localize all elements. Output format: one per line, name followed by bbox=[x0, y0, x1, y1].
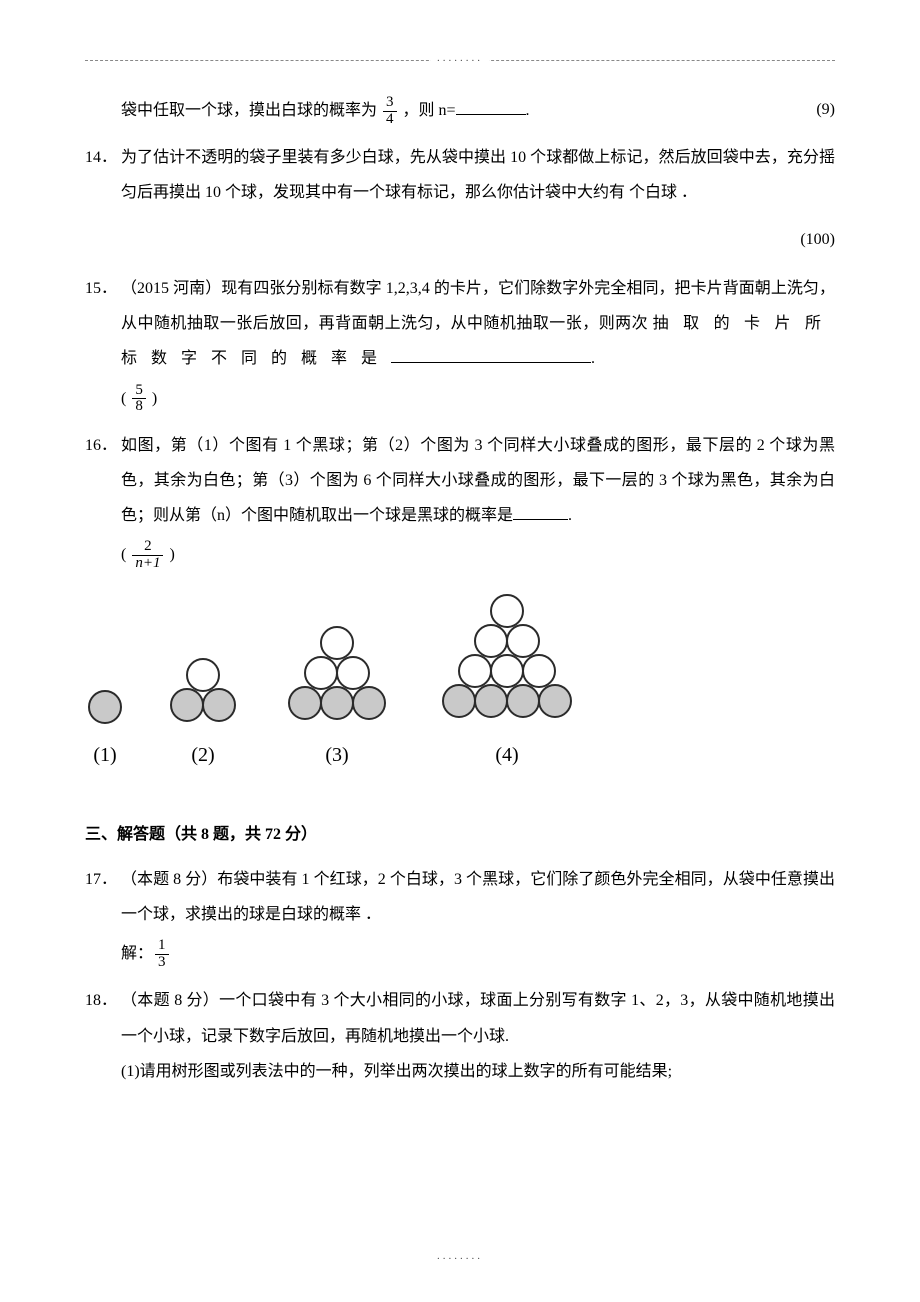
section-3-header: 三、解答题（共 8 题，共 72 分） bbox=[85, 817, 835, 852]
q17-solution: 解： 1 3 bbox=[121, 936, 835, 971]
footer-dots: ........ bbox=[437, 1250, 483, 1262]
q16-answer: ( 2 n+1 ) bbox=[121, 537, 835, 572]
q14-body: 为了估计不透明的袋子里装有多少白球，先从袋中摸出 10 个球都做上标记，然后放回… bbox=[121, 140, 835, 210]
q15-ans-close: ) bbox=[148, 390, 157, 407]
fig-4-svg bbox=[433, 591, 581, 727]
page-content: 袋中任取一个球，摸出白球的概率为 3 4 ，则 n=. (9) 14． 为了估计… bbox=[85, 95, 835, 1089]
q15-dot: . bbox=[591, 350, 595, 367]
q15: 15． （2015 河南）现有四张分别标有数字 1,2,3,4 的卡片，它们除数… bbox=[85, 271, 835, 416]
q17-body: （本题 8 分）布袋中装有 1 个红球，2 个白球，3 个黑球，它们除了颜色外完… bbox=[121, 862, 835, 932]
q15-ans-open: ( bbox=[121, 390, 130, 407]
q16: 16． 如图，第（1）个图有 1 个黑球；第（2）个图为 3 个同样大小球叠成的… bbox=[85, 428, 835, 573]
q16-ans-open: ( bbox=[121, 546, 130, 563]
q13-blank bbox=[456, 99, 526, 115]
fig-3: (3) bbox=[281, 623, 393, 777]
q18-body: （本题 8 分）一个口袋中有 3 个大小相同的小球，球面上分别写有数字 1、2，… bbox=[121, 983, 835, 1053]
q16-blank bbox=[513, 504, 568, 520]
q13-frac: 3 4 bbox=[383, 95, 397, 128]
q16-body-text: 如图，第（1）个图有 1 个黑球；第（2）个图为 3 个同样大小球叠成的图形，最… bbox=[121, 437, 835, 524]
fig-1-svg bbox=[85, 687, 125, 727]
q17-num: 17． bbox=[85, 862, 117, 897]
q18: 18． （本题 8 分）一个口袋中有 3 个大小相同的小球，球面上分别写有数字 … bbox=[85, 983, 835, 1089]
q15-body: （2015 河南）现有四张分别标有数字 1,2,3,4 的卡片，它们除数字外完全… bbox=[121, 271, 835, 377]
q14-num: 14． bbox=[85, 140, 117, 175]
fig-2-label: (2) bbox=[191, 733, 214, 777]
fig-3-svg bbox=[281, 623, 393, 727]
q15-answer: ( 5 8 ) bbox=[121, 381, 835, 416]
q17: 17． （本题 8 分）布袋中装有 1 个红球，2 个白球，3 个黑球，它们除了… bbox=[85, 862, 835, 972]
q13-text-a: 袋中任取一个球，摸出白球的概率为 bbox=[121, 102, 377, 119]
fig-2: (2) bbox=[165, 655, 241, 777]
fig-2-svg bbox=[165, 655, 241, 727]
q13: 袋中任取一个球，摸出白球的概率为 3 4 ，则 n=. (9) bbox=[85, 95, 835, 128]
q15-frac: 5 8 bbox=[132, 383, 146, 416]
q17-frac: 1 3 bbox=[155, 938, 169, 971]
q16-body: 如图，第（1）个图有 1 个黑球；第（2）个图为 3 个同样大小球叠成的图形，最… bbox=[121, 428, 835, 534]
q18-num: 18． bbox=[85, 983, 117, 1018]
fig-1-label: (1) bbox=[93, 733, 116, 777]
fig-3-label: (3) bbox=[325, 733, 348, 777]
q16-figures: (1) (2) (3) bbox=[85, 591, 835, 777]
q16-dot: . bbox=[568, 507, 572, 524]
q16-ans-close: ) bbox=[165, 546, 174, 563]
q17-sol-label: 解： bbox=[121, 945, 153, 962]
q15-num: 15． bbox=[85, 271, 117, 306]
q13-text-b: ，则 n= bbox=[403, 102, 456, 119]
q13-answer: (9) bbox=[816, 95, 835, 125]
q14-answer: (100) bbox=[85, 222, 835, 257]
q13-text-c: . bbox=[526, 102, 530, 119]
q18-sub1: (1)请用树形图或列表法中的一种，列举出两次摸出的球上数字的所有可能结果; bbox=[121, 1054, 835, 1089]
q16-num: 16． bbox=[85, 428, 117, 463]
q15-blank bbox=[391, 347, 591, 363]
fig-4-label: (4) bbox=[495, 733, 518, 777]
fig-4: (4) bbox=[433, 591, 581, 777]
q16-frac: 2 n+1 bbox=[132, 539, 163, 572]
fig-1: (1) bbox=[85, 687, 125, 777]
header-dots: ........ bbox=[431, 52, 489, 64]
q14: 14． 为了估计不透明的袋子里装有多少白球，先从袋中摸出 10 个球都做上标记，… bbox=[85, 140, 835, 210]
